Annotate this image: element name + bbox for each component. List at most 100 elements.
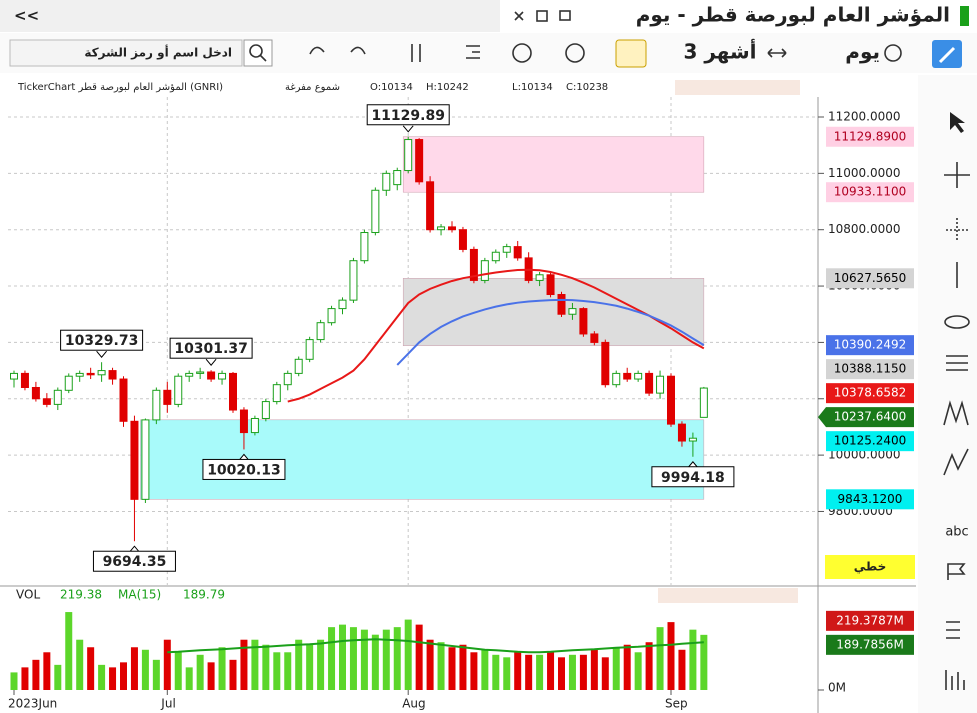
candle-body	[119, 378, 128, 422]
callout-box	[202, 458, 286, 480]
candle-body	[218, 372, 227, 380]
fib-tool[interactable]	[946, 355, 968, 371]
maximize-icon[interactable]	[536, 10, 548, 22]
callout-box	[366, 104, 450, 126]
lines-icon[interactable]	[466, 45, 480, 59]
candle-body	[535, 274, 544, 281]
close-icon[interactable]	[514, 11, 524, 21]
candle-body	[612, 372, 621, 386]
shape-tool[interactable]	[944, 315, 970, 329]
price-badge-label: 219.3787M	[836, 613, 904, 627]
price-badge	[826, 383, 914, 404]
volume-bar	[163, 639, 171, 690]
volume-bar	[393, 627, 401, 690]
candle-body	[141, 419, 150, 500]
candle-body	[480, 260, 489, 281]
volume-bar	[470, 652, 478, 690]
volume-controls[interactable]	[658, 588, 798, 603]
price-badge	[826, 182, 914, 203]
cursor-tool[interactable]	[950, 112, 965, 133]
volume-bar	[273, 652, 281, 690]
range-selector[interactable]: 3 أشهر	[683, 38, 756, 64]
text-tool[interactable]: abc	[945, 525, 968, 540]
volume-bar	[514, 652, 522, 690]
crosshair-tool[interactable]	[944, 162, 970, 188]
search-icon-handle	[259, 54, 267, 62]
candle-body	[64, 375, 73, 391]
title-bar-left	[0, 0, 500, 32]
callout-box	[169, 337, 253, 359]
price-badge	[826, 268, 914, 289]
list-tool[interactable]	[946, 621, 960, 639]
detach-icon[interactable]	[559, 10, 571, 21]
candle-body	[645, 372, 654, 394]
volume-bar	[678, 649, 686, 690]
redo-icon[interactable]	[350, 46, 366, 55]
line-type-box[interactable]	[825, 555, 915, 579]
price-badge-label: 9843.1200	[838, 492, 903, 506]
volume-bar	[404, 619, 412, 690]
price-badge-label: 189.7856M	[836, 637, 904, 651]
line-type-label[interactable]: خطي	[854, 560, 886, 574]
candle-body	[513, 246, 522, 259]
volume-bar	[667, 622, 675, 690]
volume-bar	[174, 652, 182, 690]
volume-bar	[558, 657, 565, 690]
auto-icon[interactable]	[512, 43, 532, 63]
candle-body	[108, 370, 117, 380]
volume-panel	[10, 612, 708, 690]
volume-bar	[120, 662, 127, 690]
candle-body	[590, 333, 599, 343]
volume-bar	[76, 639, 84, 690]
candle-body	[338, 299, 347, 310]
undo-icon[interactable]	[309, 46, 325, 55]
candle-body	[677, 423, 686, 442]
price-badge-label: 10390.2492	[834, 338, 907, 352]
candle-body	[31, 386, 40, 400]
compare-icon[interactable]	[565, 43, 585, 63]
volume-bar	[371, 634, 379, 690]
volume-bar	[328, 627, 336, 690]
volume-bar	[426, 639, 434, 690]
candle-body	[97, 370, 106, 376]
candle-body	[699, 387, 708, 418]
candle-body	[316, 322, 325, 341]
volume-bar	[339, 624, 346, 690]
volume-bar	[130, 647, 138, 690]
draw-toggle[interactable]	[615, 39, 647, 68]
price-badge-label: 10933.1100	[834, 185, 907, 199]
line-tool[interactable]	[946, 218, 968, 242]
search-icon	[249, 44, 263, 58]
search-box[interactable]	[9, 39, 243, 67]
window-title: المؤشر العام لبورصة قطر - يوم	[636, 3, 950, 27]
period-selector[interactable]: يوم	[845, 40, 880, 64]
price-badge	[826, 359, 914, 380]
volume-bar	[656, 627, 664, 690]
price-badge-label: 10237.6400	[834, 410, 907, 424]
info-low: L:10134	[512, 82, 553, 93]
search-button[interactable]	[243, 39, 273, 67]
info-name: TickerChart المؤشر العام لبورصة قطر (GNR…	[17, 82, 223, 93]
candle-body	[360, 232, 369, 262]
flag-tool[interactable]	[947, 563, 966, 580]
volume-bar	[218, 647, 226, 690]
volume-bar	[262, 644, 270, 690]
volume-bar	[415, 624, 423, 690]
price-badge-label: 11129.8900	[834, 129, 907, 143]
volume-bar	[360, 629, 368, 690]
wave-tool[interactable]	[943, 448, 969, 476]
pen-icon	[938, 46, 956, 64]
volume-bar	[623, 644, 631, 690]
collapse-button[interactable]: <<	[14, 7, 39, 25]
range-arrows	[767, 48, 787, 58]
callout-box	[92, 550, 176, 572]
pattern-tool[interactable]	[943, 400, 969, 426]
candle-body	[261, 401, 270, 419]
volume-bar	[536, 654, 544, 690]
volume-bar	[141, 649, 149, 690]
search-placeholder[interactable]: ادخل اسم أو رمز الشركة	[84, 45, 232, 61]
chart-controls[interactable]	[675, 80, 800, 95]
indicator-icon[interactable]	[411, 44, 421, 62]
bars-tool[interactable]	[945, 670, 965, 690]
candle-body	[152, 389, 161, 421]
